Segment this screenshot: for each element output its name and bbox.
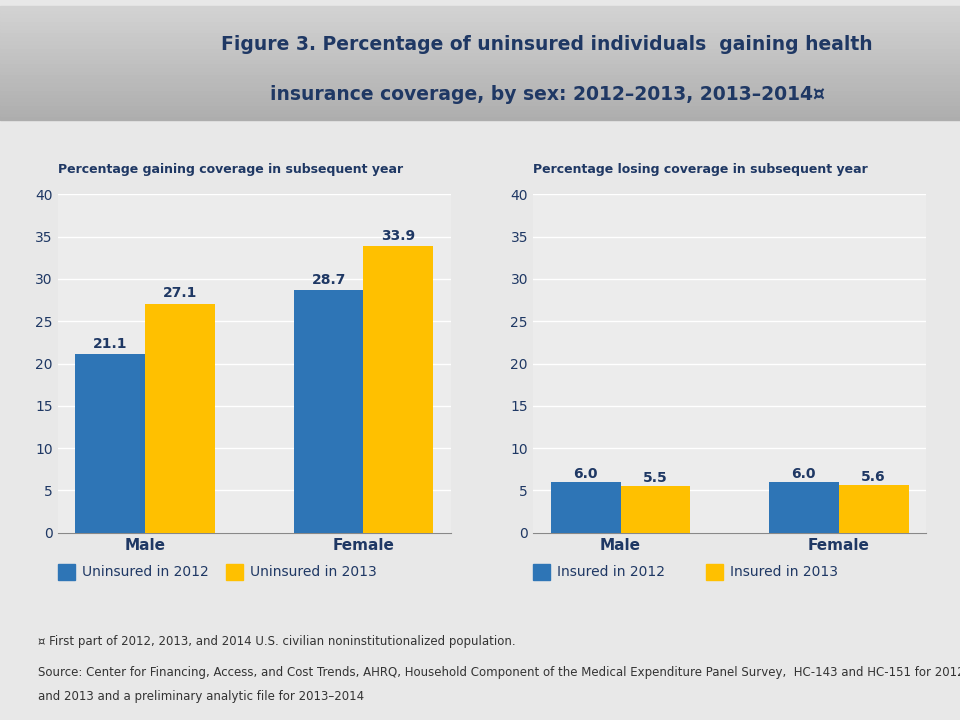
Text: Figure 3. Percentage of uninsured individuals  gaining health: Figure 3. Percentage of uninsured indivi… [222, 35, 873, 53]
Bar [839, 485, 908, 533]
Bar [620, 486, 690, 533]
Bar [0, 59, 960, 63]
Text: 5.5: 5.5 [643, 472, 668, 485]
Text: 6.0: 6.0 [792, 467, 816, 481]
Bar [294, 290, 364, 533]
Bar [0, 78, 960, 82]
Bar [0, 29, 960, 32]
Text: insurance coverage, by sex: 2012–2013, 2013–2014¤: insurance coverage, by sex: 2012–2013, 2… [270, 85, 825, 104]
Bar [0, 82, 960, 86]
Bar [769, 482, 839, 533]
Bar [0, 48, 960, 52]
Bar [0, 97, 960, 102]
Bar [0, 109, 960, 112]
Bar [0, 36, 960, 40]
Bar [0, 105, 960, 109]
Bar [0, 74, 960, 78]
Bar [0, 24, 960, 29]
Bar [76, 354, 145, 533]
Bar [0, 40, 960, 44]
Text: Insured in 2012: Insured in 2012 [557, 564, 664, 579]
Text: 5.6: 5.6 [861, 470, 886, 485]
Text: ¤ First part of 2012, 2013, and 2014 U.S. civilian noninstitutionalized populati: ¤ First part of 2012, 2013, and 2014 U.S… [38, 635, 516, 648]
Bar [0, 71, 960, 74]
Bar [0, 44, 960, 48]
Text: Uninsured in 2012: Uninsured in 2012 [82, 564, 208, 579]
Bar [0, 52, 960, 55]
Bar [0, 112, 960, 117]
Bar [0, 32, 960, 36]
Bar [551, 482, 620, 533]
Bar [0, 86, 960, 90]
Bar [0, 67, 960, 71]
Bar [0, 102, 960, 105]
Text: and 2013 and a preliminary analytic file for 2013–2014: and 2013 and a preliminary analytic file… [38, 690, 365, 703]
Bar [0, 90, 960, 94]
Bar [0, 14, 960, 17]
Bar [0, 9, 960, 14]
Bar [0, 17, 960, 21]
Bar [364, 246, 433, 533]
Bar [145, 304, 215, 533]
Bar [0, 94, 960, 97]
Text: 28.7: 28.7 [311, 273, 346, 287]
Text: 21.1: 21.1 [93, 337, 128, 351]
Text: Percentage gaining coverage in subsequent year: Percentage gaining coverage in subsequen… [58, 163, 403, 176]
Bar [0, 6, 960, 9]
Text: 33.9: 33.9 [381, 229, 416, 243]
Bar [0, 117, 960, 120]
Text: Uninsured in 2013: Uninsured in 2013 [250, 564, 376, 579]
Text: Insured in 2013: Insured in 2013 [730, 564, 837, 579]
Text: Source: Center for Financing, Access, and Cost Trends, AHRQ, Household Component: Source: Center for Financing, Access, an… [38, 666, 960, 679]
Text: 27.1: 27.1 [163, 286, 198, 300]
Text: 6.0: 6.0 [573, 467, 598, 481]
Text: Percentage losing coverage in subsequent year: Percentage losing coverage in subsequent… [533, 163, 868, 176]
Bar [0, 55, 960, 59]
Bar [0, 63, 960, 67]
Bar [0, 21, 960, 24]
